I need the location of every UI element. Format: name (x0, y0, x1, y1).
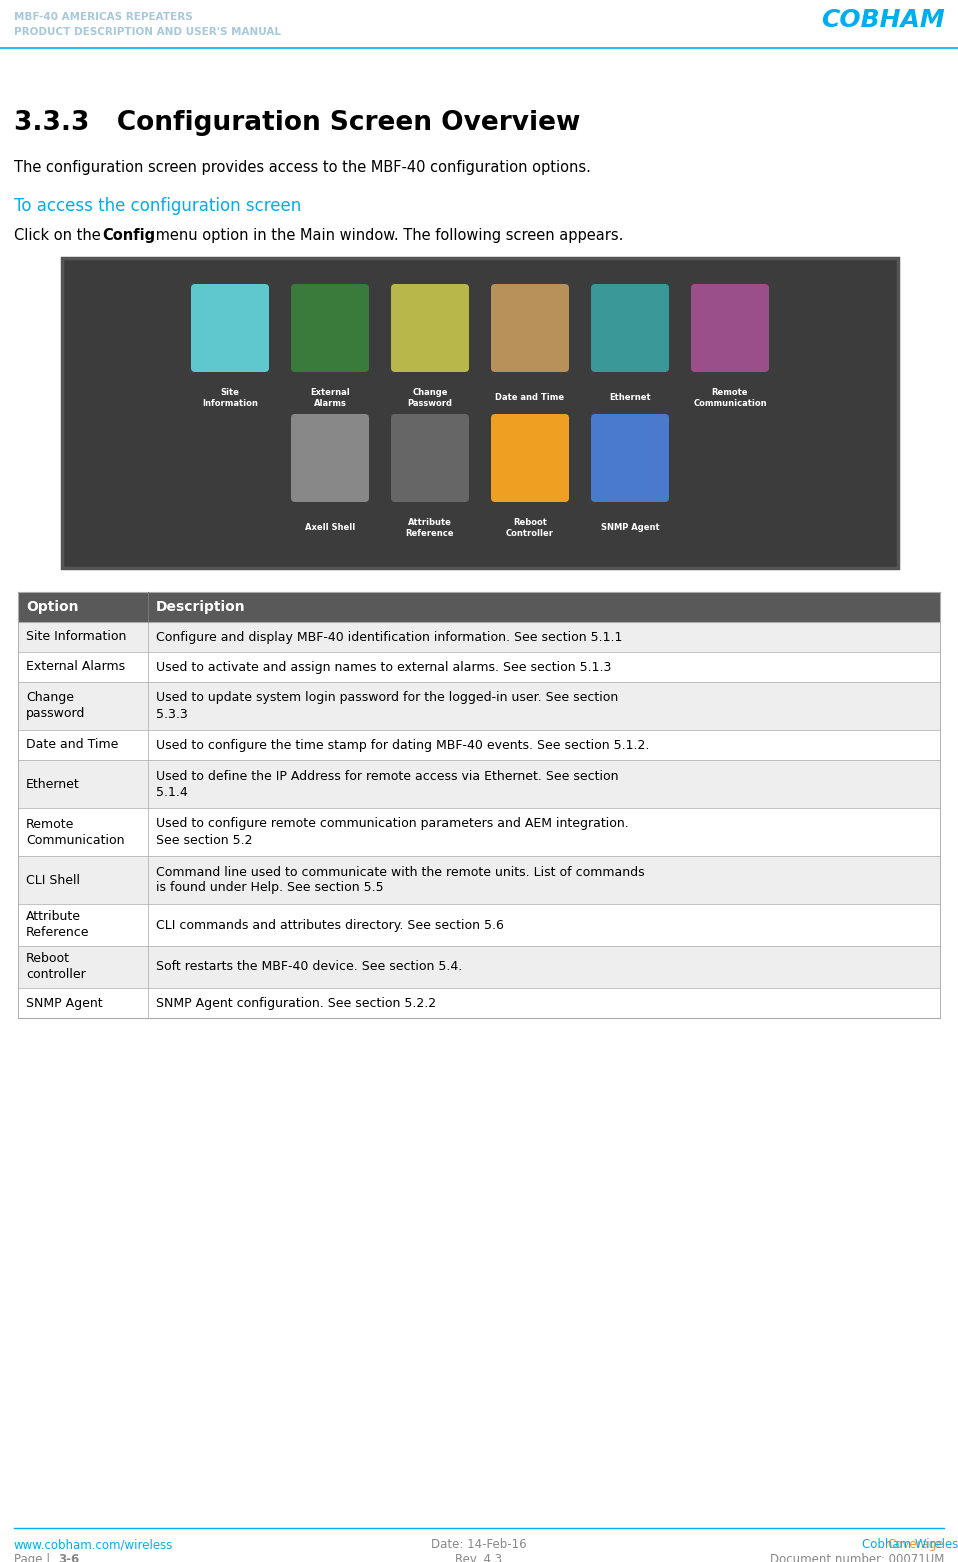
Text: Used to update system login password for the logged-in user. See section
5.3.3: Used to update system login password for… (156, 692, 618, 720)
Text: Site
Information: Site Information (202, 389, 258, 408)
FancyBboxPatch shape (191, 284, 269, 372)
Text: Change
Password: Change Password (407, 389, 452, 408)
FancyBboxPatch shape (491, 414, 569, 501)
Text: Reboot
Controller: Reboot Controller (506, 519, 554, 537)
Text: Soft restarts the MBF-40 device. See section 5.4.: Soft restarts the MBF-40 device. See sec… (156, 961, 463, 973)
Text: Command line used to communicate with the remote units. List of commands
is foun: Command line used to communicate with th… (156, 865, 645, 895)
Bar (18, 622, 940, 651)
Bar (18, 761, 940, 808)
Text: Date: 14-Feb-16: Date: 14-Feb-16 (431, 1539, 527, 1551)
Text: Reboot
controller: Reboot controller (26, 953, 86, 981)
Text: Attribute
Reference: Attribute Reference (406, 519, 454, 537)
FancyBboxPatch shape (491, 284, 569, 372)
Text: Used to configure the time stamp for dating MBF-40 events. See section 5.1.2.: Used to configure the time stamp for dat… (156, 739, 650, 751)
FancyBboxPatch shape (391, 284, 469, 372)
Text: Cobham Wireless –: Cobham Wireless – (862, 1539, 958, 1551)
Text: Used to configure remote communication parameters and AEM integration.
See secti: Used to configure remote communication p… (156, 817, 628, 847)
Text: Coverage: Coverage (887, 1539, 944, 1551)
Text: Rev. 4.3: Rev. 4.3 (455, 1553, 503, 1562)
Text: Site Information: Site Information (26, 631, 126, 644)
Text: SNMP Agent: SNMP Agent (601, 523, 659, 533)
Text: Click on the: Click on the (14, 228, 105, 244)
Text: Date and Time: Date and Time (495, 394, 564, 403)
Bar (18, 808, 940, 856)
Text: SNMP Agent configuration. See section 5.2.2: SNMP Agent configuration. See section 5.… (156, 997, 436, 1009)
Text: To access the configuration screen: To access the configuration screen (14, 197, 301, 216)
Text: Configure and display MBF-40 identification information. See section 5.1.1: Configure and display MBF-40 identificat… (156, 631, 623, 644)
Bar (18, 683, 940, 729)
Text: Used to activate and assign names to external alarms. See section 5.1.3: Used to activate and assign names to ext… (156, 661, 611, 673)
Text: 3.3.3   Configuration Screen Overview: 3.3.3 Configuration Screen Overview (14, 109, 581, 136)
Text: MBF-40 AMERICAS REPEATERS: MBF-40 AMERICAS REPEATERS (14, 12, 193, 22)
FancyBboxPatch shape (291, 414, 369, 501)
Text: Attribute
Reference: Attribute Reference (26, 911, 89, 939)
FancyBboxPatch shape (591, 414, 669, 501)
FancyBboxPatch shape (591, 284, 669, 372)
Text: COBHAM: COBHAM (821, 8, 945, 31)
Text: Ethernet: Ethernet (26, 778, 80, 790)
Bar (18, 592, 940, 622)
Text: CLI commands and attributes directory. See section 5.6: CLI commands and attributes directory. S… (156, 918, 504, 931)
Text: 3-6: 3-6 (58, 1553, 80, 1562)
Bar (62, 258, 898, 569)
Text: Remote
Communication: Remote Communication (26, 817, 125, 847)
Text: External Alarms: External Alarms (26, 661, 125, 673)
Text: Date and Time: Date and Time (26, 739, 119, 751)
Bar (18, 651, 940, 683)
Bar (18, 947, 940, 989)
FancyBboxPatch shape (691, 284, 769, 372)
Text: Axell Shell: Axell Shell (305, 523, 355, 533)
Text: Page |: Page | (14, 1553, 54, 1562)
Text: Remote
Communication: Remote Communication (694, 389, 766, 408)
Text: menu option in the Main window. The following screen appears.: menu option in the Main window. The foll… (151, 228, 624, 244)
Bar (18, 729, 940, 761)
Text: SNMP Agent: SNMP Agent (26, 997, 103, 1009)
Bar (18, 989, 940, 1018)
Text: CLI Shell: CLI Shell (26, 873, 80, 887)
FancyBboxPatch shape (391, 414, 469, 501)
Text: www.cobham.com/wireless: www.cobham.com/wireless (14, 1539, 173, 1551)
Text: External
Alarms: External Alarms (310, 389, 350, 408)
Text: PRODUCT DESCRIPTION AND USER'S MANUAL: PRODUCT DESCRIPTION AND USER'S MANUAL (14, 27, 281, 37)
Bar (18, 904, 940, 947)
Text: Config: Config (102, 228, 155, 244)
Text: Ethernet: Ethernet (609, 394, 650, 403)
Text: Change
password: Change password (26, 692, 85, 720)
Text: Description: Description (156, 600, 245, 614)
Text: The configuration screen provides access to the MBF-40 configuration options.: The configuration screen provides access… (14, 159, 591, 175)
Text: Used to define the IP Address for remote access via Ethernet. See section
5.1.4: Used to define the IP Address for remote… (156, 770, 619, 798)
Text: Document number: 00071UM: Document number: 00071UM (769, 1553, 944, 1562)
FancyBboxPatch shape (291, 284, 369, 372)
Text: Option: Option (26, 600, 79, 614)
Bar (18, 856, 940, 904)
